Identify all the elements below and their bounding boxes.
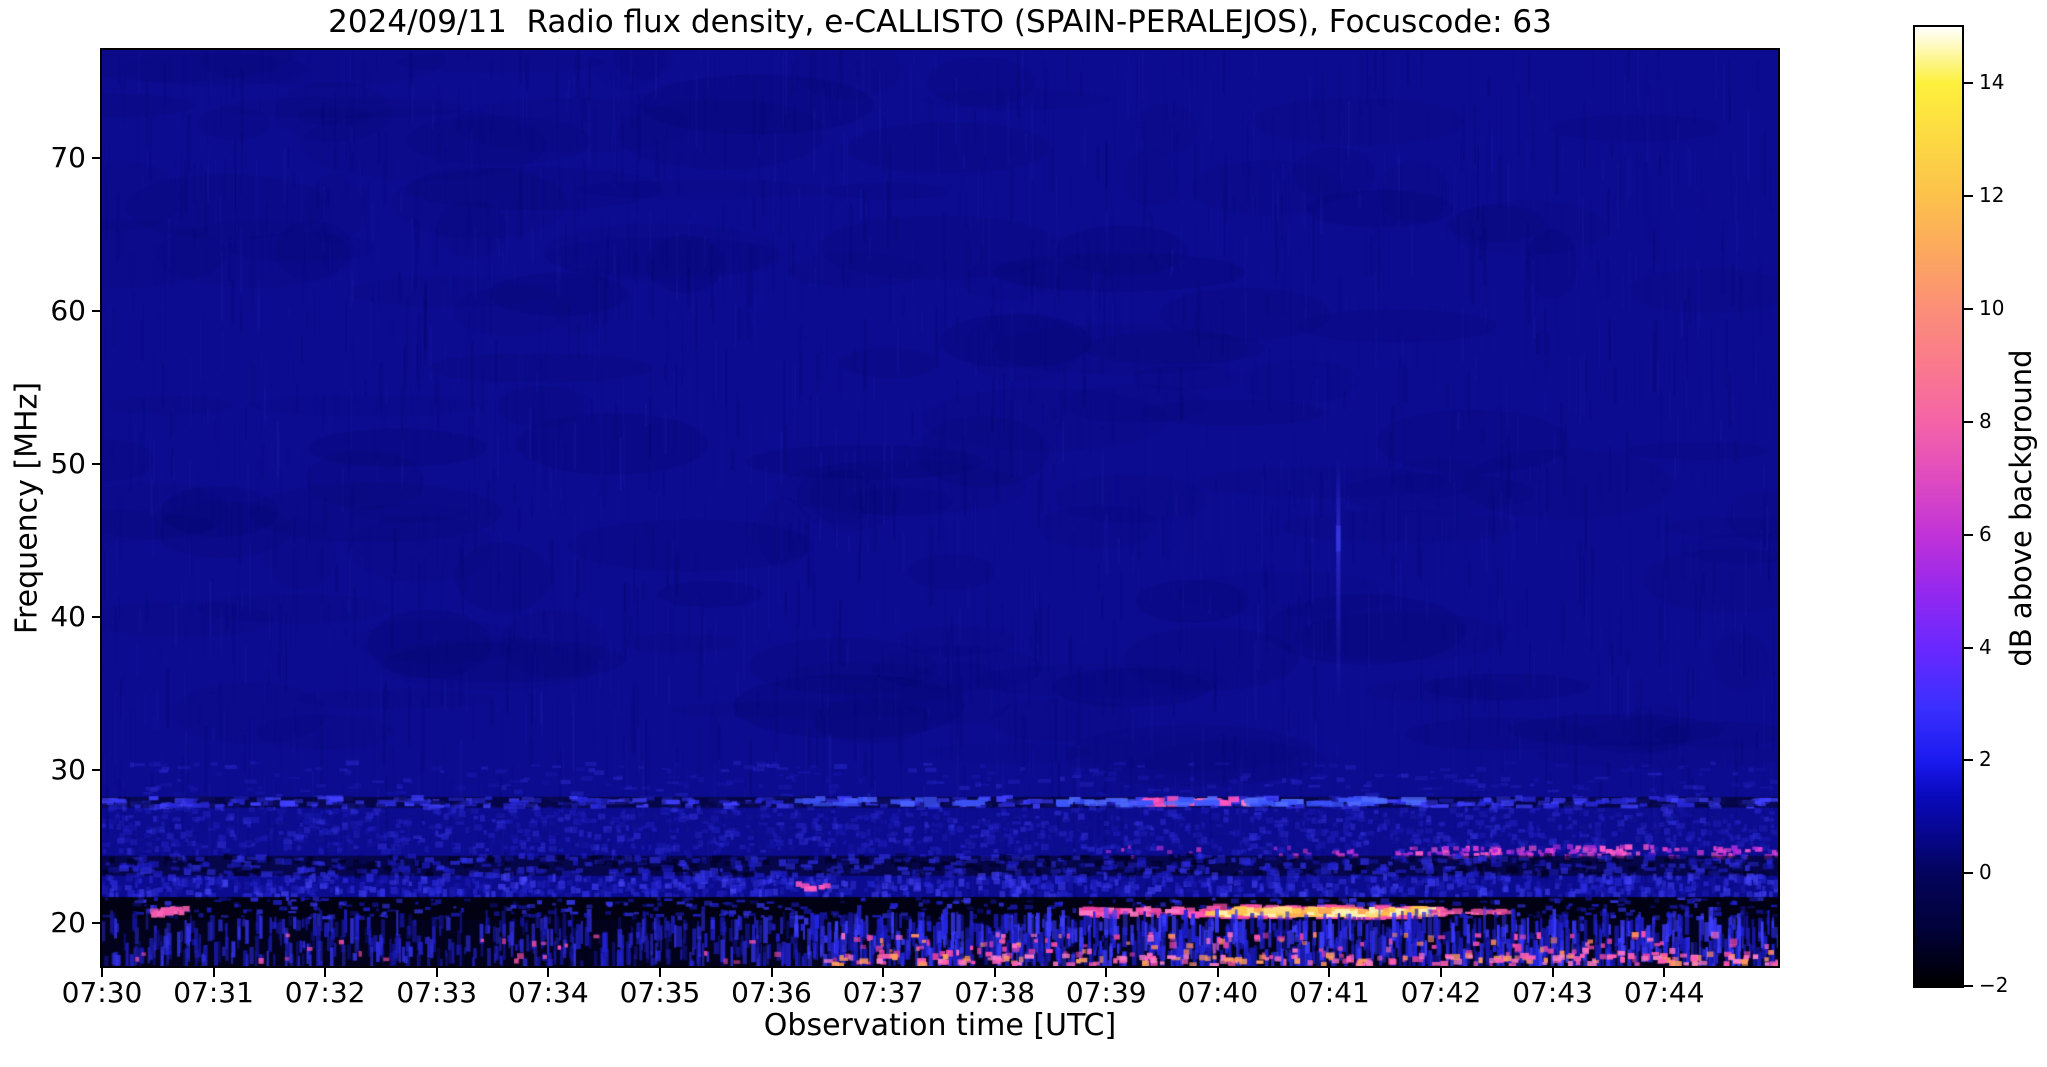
y-tick-mark xyxy=(92,157,101,160)
colorbar-tick-label: 6 xyxy=(1979,521,1992,546)
colorbar-tick-mark xyxy=(1964,82,1973,85)
colorbar xyxy=(1913,25,1964,988)
x-tick-label: 07:43 xyxy=(1512,976,1593,1009)
y-tick-label: 40 xyxy=(50,600,86,634)
x-tick-mark xyxy=(882,968,885,977)
colorbar-tick-mark xyxy=(1964,533,1973,536)
colorbar-tick-label: 2 xyxy=(1979,747,1992,772)
x-tick-label: 07:44 xyxy=(1623,976,1705,1009)
x-tick-mark xyxy=(101,968,103,977)
x-tick-mark xyxy=(658,968,661,977)
x-axis-label: Observation time [UTC] xyxy=(763,1008,1117,1043)
x-tick-mark xyxy=(1663,968,1666,977)
spectrogram-canvas xyxy=(102,50,1778,966)
colorbar-tick-mark xyxy=(1964,420,1973,423)
y-tick-label: 70 xyxy=(50,141,86,175)
y-tick-label: 50 xyxy=(50,447,86,481)
y-tick-mark xyxy=(92,922,101,925)
colorbar-tick-label: 4 xyxy=(1979,634,1992,659)
colorbar-canvas xyxy=(1915,27,1962,986)
x-tick-label: 07:34 xyxy=(507,976,589,1009)
x-tick-label: 07:30 xyxy=(61,976,143,1009)
y-tick-label: 30 xyxy=(50,753,86,787)
x-tick-mark xyxy=(324,968,327,977)
chart-title: 2024/09/11 Radio flux density, e-CALLIST… xyxy=(328,4,1552,40)
x-tick-label: 07:40 xyxy=(1177,976,1259,1009)
colorbar-tick-label: −2 xyxy=(1979,973,2009,997)
y-axis-label: Frequency [MHz] xyxy=(9,381,45,635)
y-tick-label: 60 xyxy=(50,294,86,328)
plot-area xyxy=(100,48,1780,968)
x-tick-mark xyxy=(993,968,996,977)
colorbar-tick-mark xyxy=(1964,646,1973,649)
colorbar-tick-label: 0 xyxy=(1979,860,1992,885)
colorbar-tick-label: 10 xyxy=(1979,296,2005,321)
colorbar-tick-mark xyxy=(1964,759,1973,762)
y-tick-mark xyxy=(92,463,101,466)
y-tick-mark xyxy=(92,310,101,313)
colorbar-label: dB above background xyxy=(2004,349,2038,667)
y-tick-label: 20 xyxy=(50,906,86,940)
colorbar-tick-label: 12 xyxy=(1979,183,2005,208)
x-tick-mark xyxy=(1216,968,1219,977)
colorbar-tick-mark xyxy=(1964,872,1973,875)
colorbar-tick-label: 14 xyxy=(1979,70,2005,95)
x-tick-label: 07:36 xyxy=(731,976,812,1009)
x-tick-mark xyxy=(1551,968,1554,977)
x-tick-mark xyxy=(547,968,550,977)
x-tick-label: 07:35 xyxy=(619,976,701,1009)
x-tick-mark xyxy=(1105,968,1108,977)
x-tick-mark xyxy=(1440,968,1442,977)
x-tick-label: 07:32 xyxy=(284,976,366,1009)
x-tick-mark xyxy=(770,968,773,977)
x-tick-mark xyxy=(212,968,215,977)
x-tick-label: 07:33 xyxy=(396,976,478,1009)
y-tick-mark xyxy=(92,769,101,772)
x-tick-label: 07:39 xyxy=(1065,976,1147,1009)
y-tick-mark xyxy=(92,616,101,619)
colorbar-tick-mark xyxy=(1964,985,1973,987)
x-tick-label: 07:38 xyxy=(954,976,1036,1009)
x-tick-label: 07:42 xyxy=(1400,976,1482,1009)
x-tick-label: 07:31 xyxy=(173,976,254,1009)
x-tick-label: 07:41 xyxy=(1289,976,1370,1009)
x-tick-mark xyxy=(1328,968,1331,977)
x-tick-mark xyxy=(435,968,438,977)
colorbar-tick-mark xyxy=(1964,308,1973,311)
colorbar-tick-mark xyxy=(1964,195,1973,198)
x-tick-label: 07:37 xyxy=(842,976,924,1009)
colorbar-tick-label: 8 xyxy=(1979,408,1992,433)
